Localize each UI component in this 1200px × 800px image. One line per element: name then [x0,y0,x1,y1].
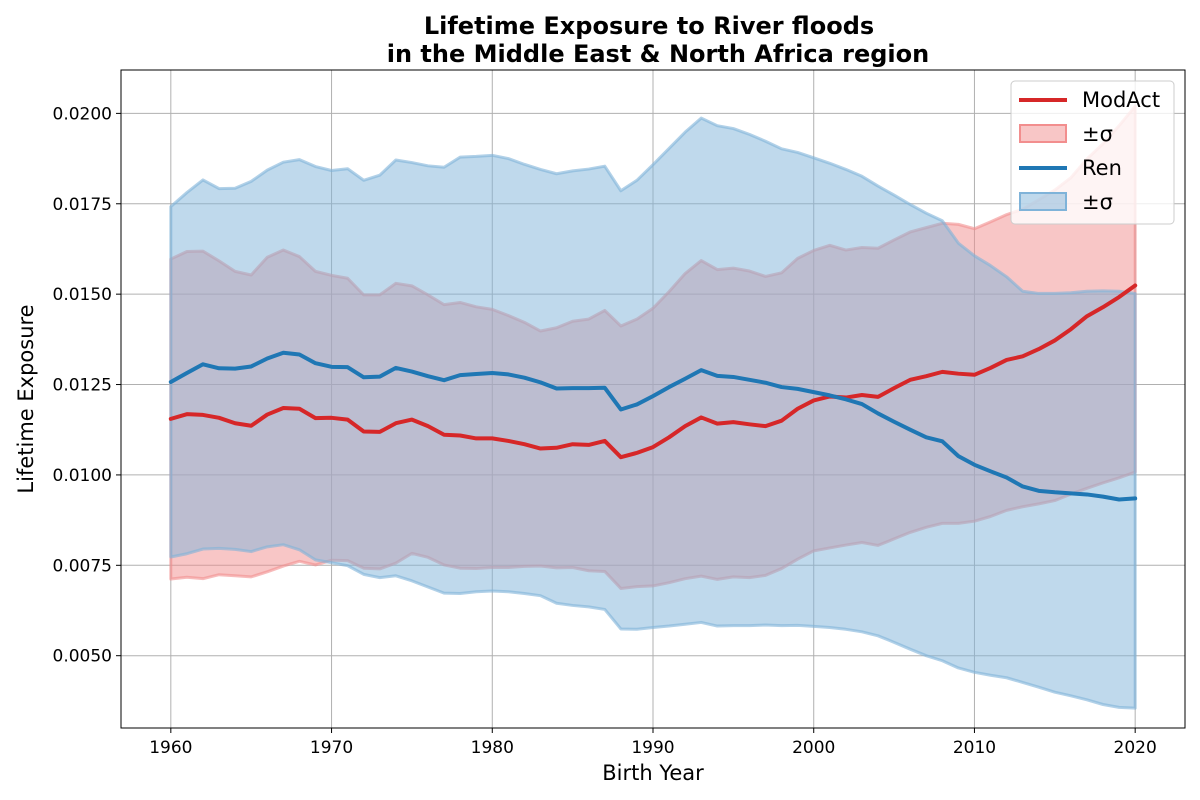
x-tick-label-2: 1980 [471,738,514,758]
legend-label-ren: Ren [1082,156,1122,180]
line-ren [168,350,1138,502]
y-tick-label-5: 0.0175 [53,195,112,215]
x-axis-ticks: 1960 1970 1980 1990 2000 2010 2020 [149,728,1157,758]
band-layer [169,104,1137,710]
line-layer [168,283,1138,502]
y-tick-label-6: 0.0200 [53,104,112,124]
x-tick-label-6: 2020 [1114,738,1157,758]
x-tick-label-1: 1970 [310,738,353,758]
y-axis-ticks: 0.0050 0.0075 0.0100 0.0125 0.0150 0.0175 0.02… [53,104,121,667]
legend-swatch-modact-band [1019,124,1067,143]
y-axis-label: Lifetime Exposure [14,304,38,493]
legend-label-modact-sigma: ±σ [1082,122,1113,146]
legend-swatch-ren-band [1019,192,1067,211]
x-tick-label-3: 1990 [631,738,674,758]
y-tick-label-0: 0.0050 [53,647,112,667]
line-modact [168,283,1138,460]
y-tick-label-4: 0.0150 [53,285,112,305]
y-tick-label-2: 0.0100 [53,466,112,486]
chart-title-line1: Lifetime Exposure to River floods [424,12,874,40]
y-tick-label-3: 0.0125 [53,376,112,396]
legend-label-modact: ModAct [1082,88,1160,112]
x-tick-label-5: 2010 [953,738,996,758]
x-axis-label: Birth Year [602,761,704,785]
legend-box [1010,80,1175,225]
x-tick-label-0: 1960 [149,738,192,758]
legend: ModAct ±σ Ren ±σ [1010,80,1175,225]
legend-label-ren-sigma: ±σ [1082,190,1113,214]
chart-title-line2: in the Middle East & North Africa region [387,40,929,68]
y-tick-label-1: 0.0075 [53,556,112,576]
x-tick-label-4: 2000 [792,738,835,758]
band-ren [169,116,1137,710]
